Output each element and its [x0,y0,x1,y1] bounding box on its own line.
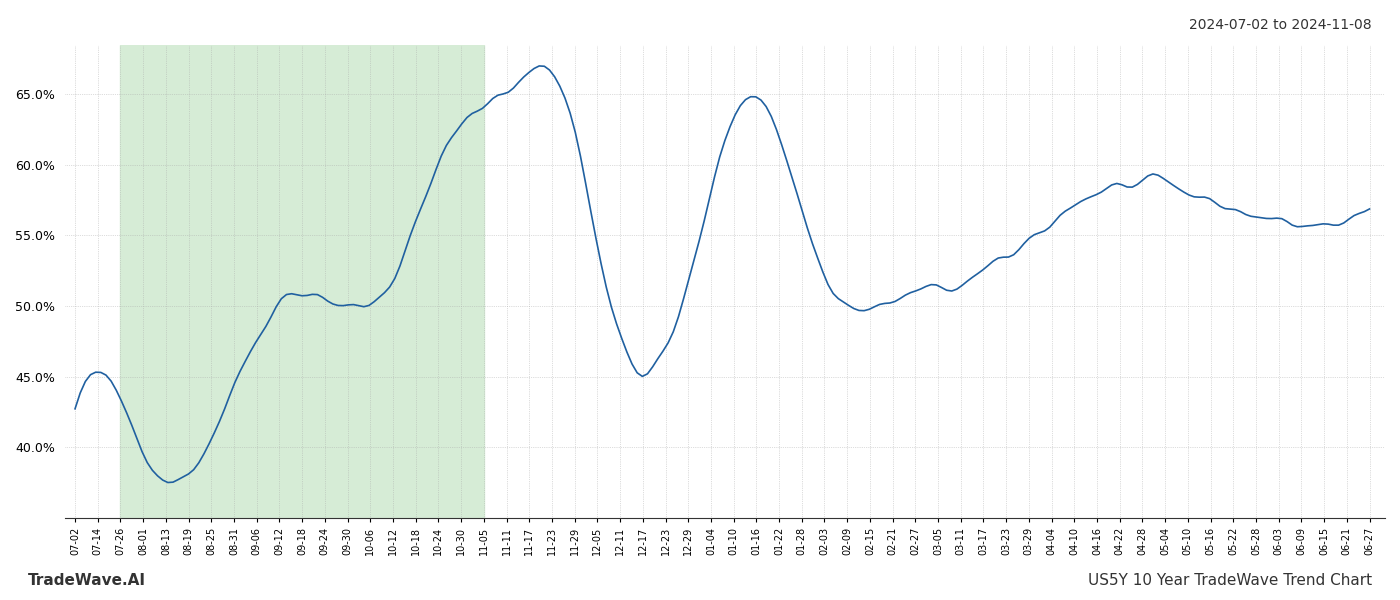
Text: TradeWave.AI: TradeWave.AI [28,573,146,588]
Bar [120,45,484,518]
Text: 2024-07-02 to 2024-11-08: 2024-07-02 to 2024-11-08 [1190,18,1372,32]
Text: US5Y 10 Year TradeWave Trend Chart: US5Y 10 Year TradeWave Trend Chart [1088,573,1372,588]
